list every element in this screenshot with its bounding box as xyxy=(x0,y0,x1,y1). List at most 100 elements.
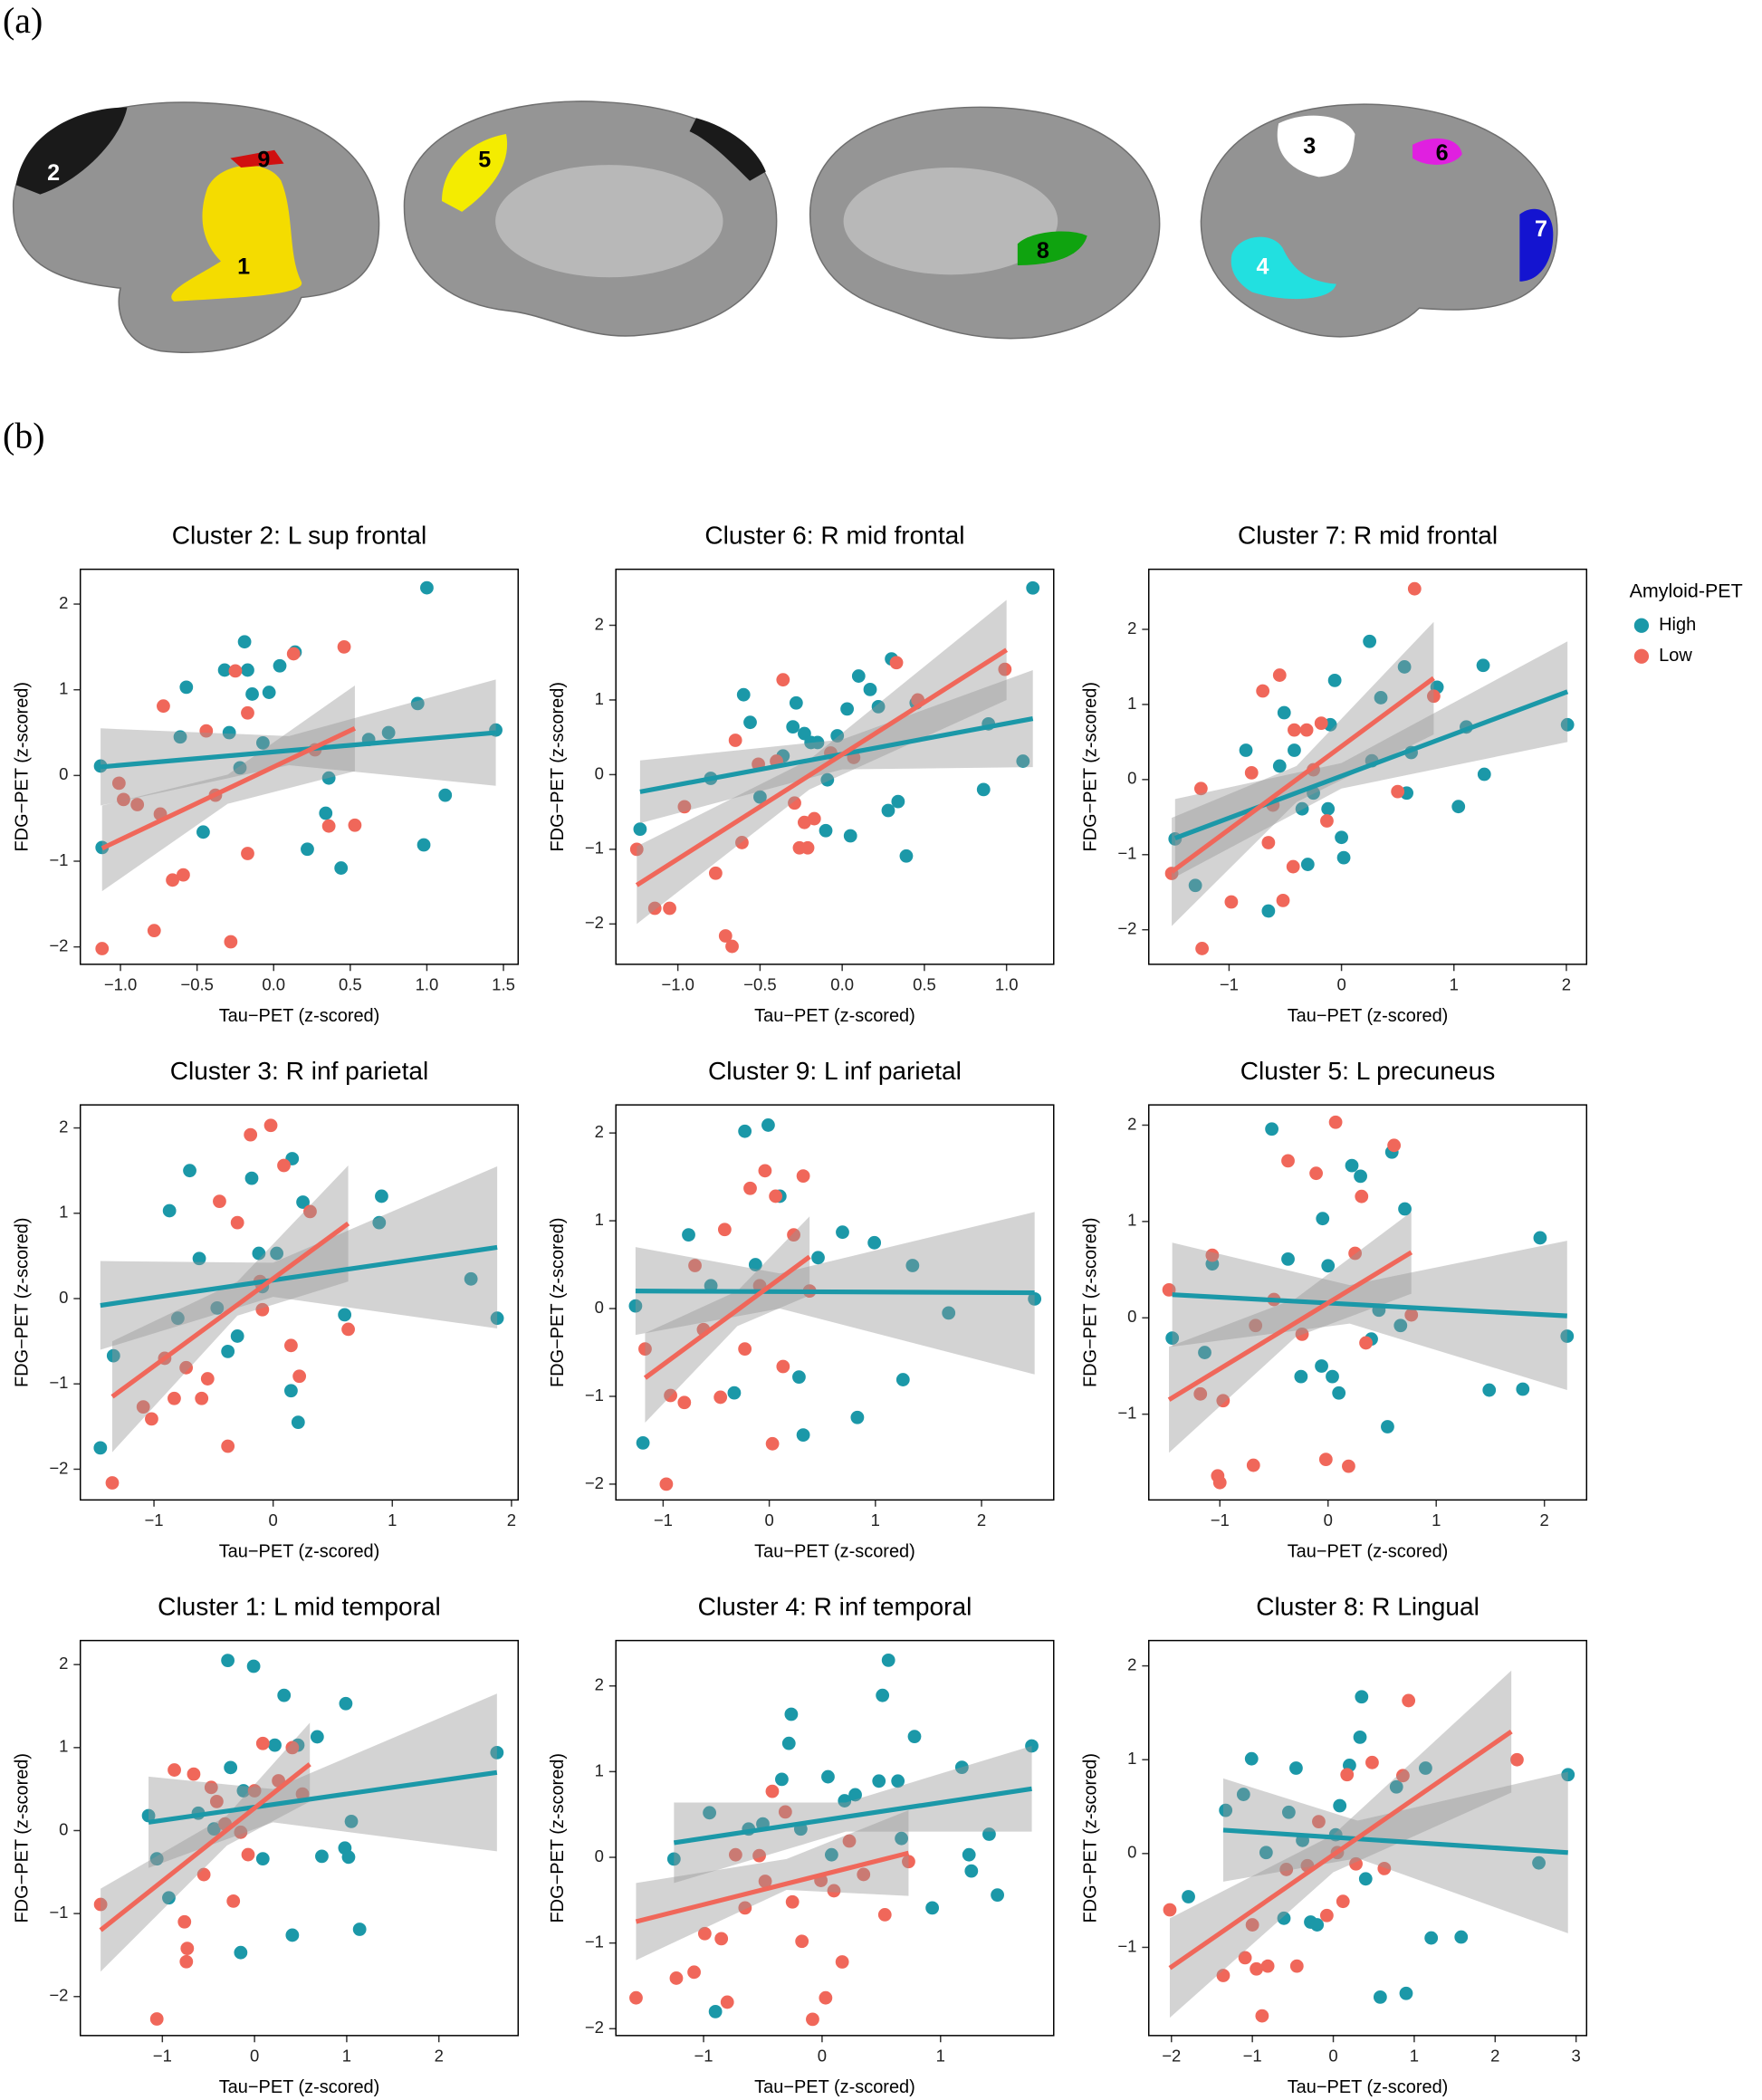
y-tick-label: 1 xyxy=(1127,1211,1136,1230)
point xyxy=(1165,1331,1180,1345)
point xyxy=(246,1659,261,1673)
point xyxy=(1377,1862,1392,1875)
point xyxy=(277,1158,291,1173)
y-tick-label: 1 xyxy=(595,1760,604,1779)
point xyxy=(1182,1890,1195,1903)
point xyxy=(273,658,287,673)
point xyxy=(241,663,254,677)
point xyxy=(677,1395,692,1410)
point xyxy=(117,792,130,807)
point xyxy=(1016,754,1030,768)
point xyxy=(850,1410,865,1424)
point xyxy=(638,1342,652,1357)
x-tick-label: 3 xyxy=(1572,2046,1581,2065)
point xyxy=(796,1428,810,1443)
point xyxy=(1320,814,1334,828)
point xyxy=(179,680,194,695)
point xyxy=(234,1945,248,1960)
panel-label: (a) xyxy=(3,0,43,41)
point xyxy=(1279,1863,1294,1876)
point xyxy=(1336,850,1351,865)
legend-label: Low xyxy=(1659,646,1692,666)
point xyxy=(247,1784,262,1798)
point xyxy=(976,782,991,797)
point xyxy=(1477,767,1491,782)
point xyxy=(895,1831,908,1846)
brain-views: 2 9 1 5 8 3 6 7 4 xyxy=(13,101,1558,354)
point xyxy=(1560,717,1575,732)
x-tick-label: 2 xyxy=(1540,1510,1549,1529)
confidence-band xyxy=(1169,1212,1412,1453)
point xyxy=(1212,1475,1227,1490)
point xyxy=(781,1736,796,1750)
point xyxy=(237,635,252,649)
plot-frame xyxy=(615,568,1055,965)
y-tick-label: 2 xyxy=(1127,1654,1136,1673)
y-tick-label: 2 xyxy=(59,1117,68,1136)
x-tick-label: −2 xyxy=(1162,2046,1181,2065)
panel-label: (b) xyxy=(3,415,45,455)
point xyxy=(321,771,336,785)
point xyxy=(341,1850,356,1865)
point xyxy=(758,1875,772,1888)
chart: Cluster 6: R mid frontal Tau−PET (z-score… xyxy=(548,522,1055,1026)
point xyxy=(1333,1798,1347,1813)
point xyxy=(899,849,914,863)
plot-frame xyxy=(615,1104,1055,1501)
point xyxy=(836,1225,849,1240)
point xyxy=(1288,743,1301,757)
region xyxy=(441,134,508,212)
point xyxy=(1294,1369,1308,1384)
x-axis-label: Tau−PET (z-scored) xyxy=(1288,1541,1449,1561)
point xyxy=(173,730,187,744)
point xyxy=(130,798,145,811)
point xyxy=(1396,1769,1410,1783)
point xyxy=(776,1359,790,1374)
point xyxy=(334,861,349,875)
point xyxy=(187,1767,201,1781)
region xyxy=(171,165,302,302)
point xyxy=(1419,1761,1432,1775)
point xyxy=(1374,691,1388,705)
point xyxy=(708,866,723,880)
point xyxy=(962,1847,976,1862)
point xyxy=(1533,1231,1547,1245)
charts: Cluster 2: L sup frontal Tau−PET (z-score… xyxy=(12,522,1588,2097)
point xyxy=(295,1787,310,1801)
chart: Cluster 9: L inf parietal Tau−PET (z-scor… xyxy=(548,1057,1055,1561)
point xyxy=(284,1338,298,1353)
point xyxy=(420,580,434,595)
point xyxy=(1256,684,1270,698)
x-tick-label: −1.0 xyxy=(661,974,694,993)
region xyxy=(843,168,1058,275)
point xyxy=(1289,1959,1304,1973)
point xyxy=(93,1897,108,1912)
point xyxy=(1255,2009,1269,2023)
point xyxy=(748,1258,762,1271)
point xyxy=(1349,1856,1363,1871)
legend-swatch xyxy=(1633,618,1650,633)
legend: Amyloid-PET High Low xyxy=(1630,580,1743,666)
x-axis-label: Tau−PET (z-scored) xyxy=(1288,1006,1449,1026)
fit-line xyxy=(99,1762,311,1932)
plot-frame xyxy=(79,568,520,965)
point xyxy=(664,1388,677,1403)
x-axis-label: Tau−PET (z-scored) xyxy=(754,2077,915,2097)
point xyxy=(669,1971,684,1985)
x-tick-label: −1 xyxy=(145,1510,164,1529)
confidence-band xyxy=(1169,1670,1512,2018)
point xyxy=(907,1730,922,1743)
point xyxy=(872,1774,886,1788)
point xyxy=(725,939,739,954)
region xyxy=(495,165,723,278)
x-tick-label: 0 xyxy=(269,1510,278,1529)
point xyxy=(1332,1386,1346,1400)
x-tick-label: 0 xyxy=(764,1510,773,1529)
point xyxy=(1399,1986,1413,2000)
point xyxy=(1272,668,1287,682)
point xyxy=(195,1391,209,1405)
point xyxy=(1277,705,1291,720)
y-tick-label: 0 xyxy=(1127,1307,1136,1326)
point xyxy=(1326,1369,1339,1384)
confidence-band xyxy=(637,599,1007,925)
